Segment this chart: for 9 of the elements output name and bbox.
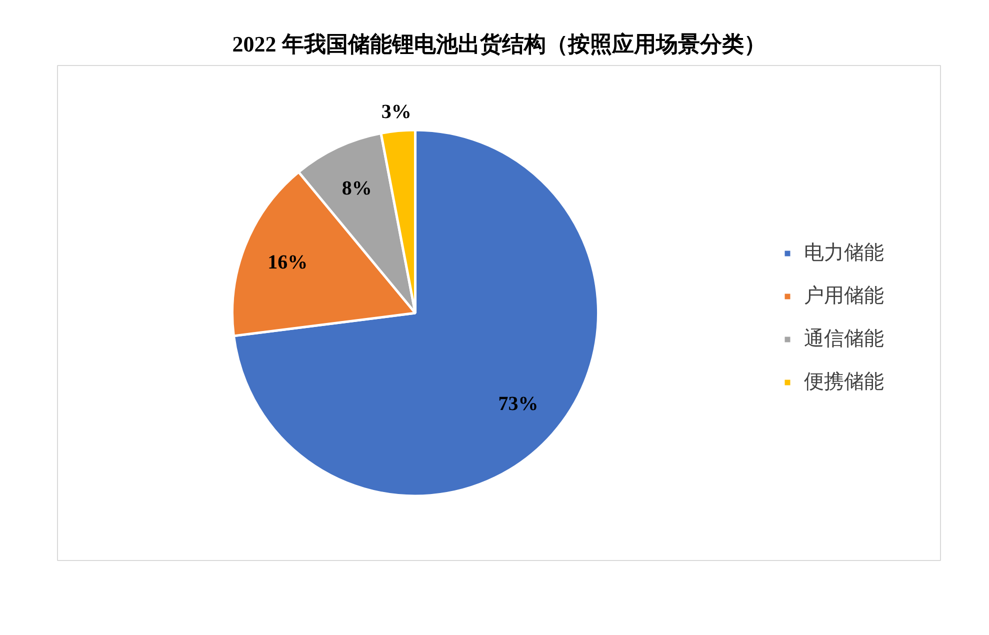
legend-label: 户用储能 [804,284,884,309]
data-label: 8% [342,178,372,200]
data-label: 3% [381,101,412,124]
data-label: 73% [498,392,538,415]
chart-title: 2022 年我国储能锂电池出货结构（按照应用场景分类） [232,32,766,56]
data-label: 16% [268,251,308,274]
legend-label: 通信储能 [804,327,884,352]
legend-label: 电力储能 [804,241,884,266]
legend-label: 便携储能 [804,370,884,395]
